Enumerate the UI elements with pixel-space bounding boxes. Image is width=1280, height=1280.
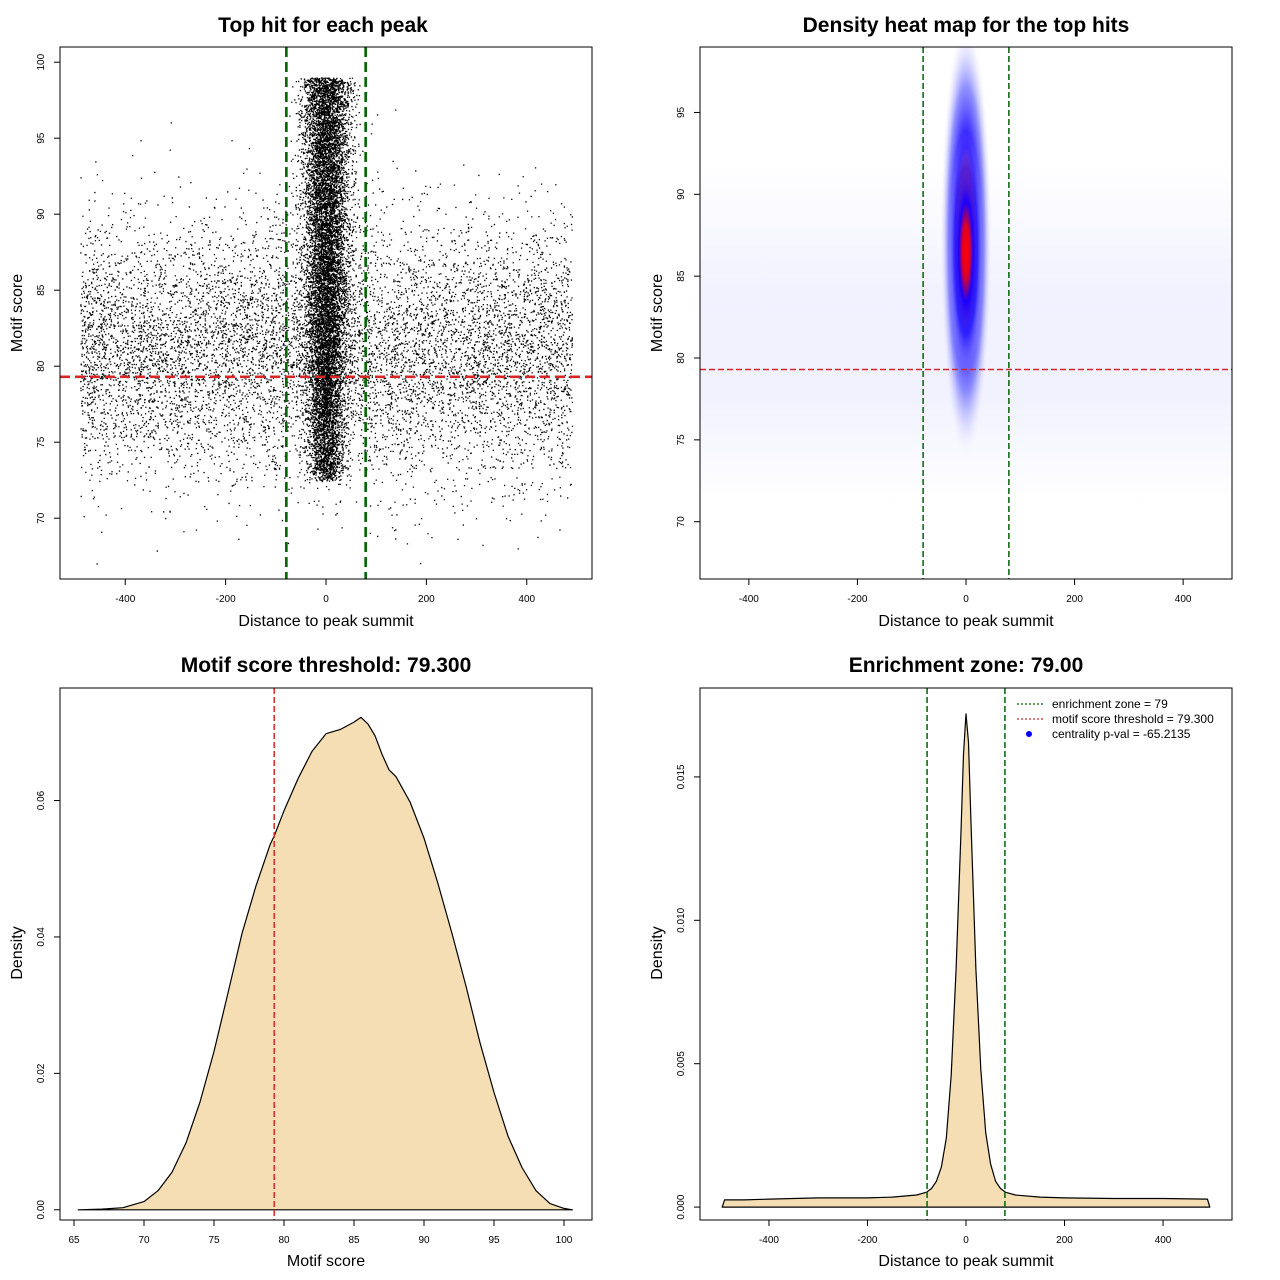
y-tick-label: 70 (36, 512, 47, 524)
y-tick-label: 70 (676, 516, 687, 528)
x-tick-label: -400 (739, 594, 759, 605)
y-tick-label: 0.005 (676, 1051, 687, 1076)
x-tick-label: 90 (418, 1235, 430, 1246)
x-tick-label: 75 (208, 1235, 220, 1246)
y-tick-label: 90 (36, 208, 47, 220)
y-tick-label: 75 (676, 434, 687, 446)
legend-dot-centrality (1026, 731, 1032, 737)
panel-heatmap: Density heat map for the top hits -400 -2… (649, 14, 1233, 630)
x-tick-label: -200 (216, 594, 236, 605)
legend-label-centrality: centrality p-val = -65.2135 (1052, 727, 1191, 741)
x-tick-label: 200 (1056, 1235, 1073, 1246)
legend-label-threshold: motif score threshold = 79.300 (1052, 712, 1214, 726)
y-tick-label: 90 (676, 188, 687, 200)
heatmap-title: Density heat map for the top hits (803, 14, 1130, 37)
heatmap-density-peak (949, 131, 983, 372)
distance-density-x-axis: -400 -200 0 200 400 (759, 1220, 1172, 1246)
distance-density-ylabel: Density (649, 926, 666, 979)
y-tick-label: 0.010 (676, 907, 687, 932)
density-curve (77, 716, 573, 1211)
y-tick-label: 0.02 (36, 1063, 47, 1083)
scatter-points (80, 77, 574, 565)
x-tick-label: -400 (759, 1235, 779, 1246)
x-tick-label: 0 (963, 1235, 969, 1246)
scatter-xlabel: Distance to peak summit (238, 613, 414, 630)
scatter-x-axis: -400 -200 0 200 400 (115, 579, 536, 605)
legend-label-enrichment: enrichment zone = 79 (1052, 697, 1168, 711)
x-tick-label: 400 (1155, 1235, 1172, 1246)
heatmap-plot-area (700, 47, 1232, 579)
score-density-ylabel: Density (9, 926, 26, 979)
y-tick-label: 80 (676, 352, 687, 364)
x-tick-label: 95 (488, 1235, 500, 1246)
heatmap-x-axis: -400 -200 0 200 400 (739, 579, 1192, 605)
x-tick-label: -200 (847, 594, 867, 605)
y-tick-label: 85 (36, 284, 47, 296)
scatter-title: Top hit for each peak (218, 14, 428, 37)
y-tick-label: 0.00 (36, 1200, 47, 1220)
scatter-y-axis: 70 75 80 85 90 95 100 (36, 53, 60, 524)
y-tick-label: 0.015 (676, 764, 687, 789)
heatmap-ylabel: Motif score (649, 274, 666, 352)
distance-density-y-axis: 0.000 0.005 0.010 0.015 (676, 764, 700, 1220)
distance-density-title: Enrichment zone: 79.00 (849, 654, 1084, 677)
y-tick-label: 0.04 (36, 927, 47, 947)
y-tick-label: 95 (676, 106, 687, 118)
score-density-y-axis: 0.00 0.02 0.04 0.06 (36, 790, 60, 1220)
x-tick-label: 200 (418, 594, 435, 605)
panel-scatter: Top hit for each peak -400 -200 0 200 400 70… (9, 14, 593, 630)
y-tick-label: 0.000 (676, 1194, 687, 1219)
scatter-ylabel: Motif score (9, 274, 26, 352)
x-tick-label: 0 (323, 594, 329, 605)
heatmap-y-axis: 70 75 80 85 90 95 (676, 106, 700, 527)
x-tick-label: 200 (1066, 594, 1083, 605)
y-tick-label: 100 (36, 53, 47, 70)
x-tick-label: 65 (68, 1235, 80, 1246)
density-curve (721, 713, 1211, 1208)
panel-distance-density: Enrichment zone: 79.00 -400 -200 0 200 400 0… (649, 654, 1233, 1270)
score-density-title: Motif score threshold: 79.300 (181, 654, 472, 677)
y-tick-label: 95 (36, 132, 47, 144)
x-tick-label: 400 (1175, 594, 1192, 605)
score-density-xlabel: Motif score (287, 1253, 365, 1270)
y-tick-label: 80 (36, 360, 47, 372)
heatmap-xlabel: Distance to peak summit (878, 613, 1054, 630)
y-tick-label: 85 (676, 270, 687, 282)
y-tick-label: 75 (36, 436, 47, 448)
x-tick-label: 400 (518, 594, 535, 605)
x-tick-label: 100 (556, 1235, 573, 1246)
score-density-plot-area (77, 688, 573, 1220)
x-tick-label: -200 (857, 1235, 877, 1246)
x-tick-label: 85 (348, 1235, 360, 1246)
x-tick-label: 70 (138, 1235, 150, 1246)
x-tick-label: 80 (278, 1235, 290, 1246)
distance-density-plot-area (721, 688, 1211, 1220)
score-density-x-axis: 65 70 75 80 85 90 95 100 (68, 1220, 573, 1246)
y-tick-label: 0.06 (36, 790, 47, 810)
scatter-plot-area (60, 47, 592, 579)
score-density-frame (59, 687, 593, 1221)
x-tick-label: 0 (963, 594, 969, 605)
x-tick-label: -400 (115, 594, 135, 605)
distance-density-xlabel: Distance to peak summit (878, 1253, 1054, 1270)
panel-score-density: Motif score threshold: 79.300 65 70 75 80 85… (9, 654, 593, 1270)
legend: enrichment zone = 79 motif score thresho… (1017, 697, 1214, 741)
